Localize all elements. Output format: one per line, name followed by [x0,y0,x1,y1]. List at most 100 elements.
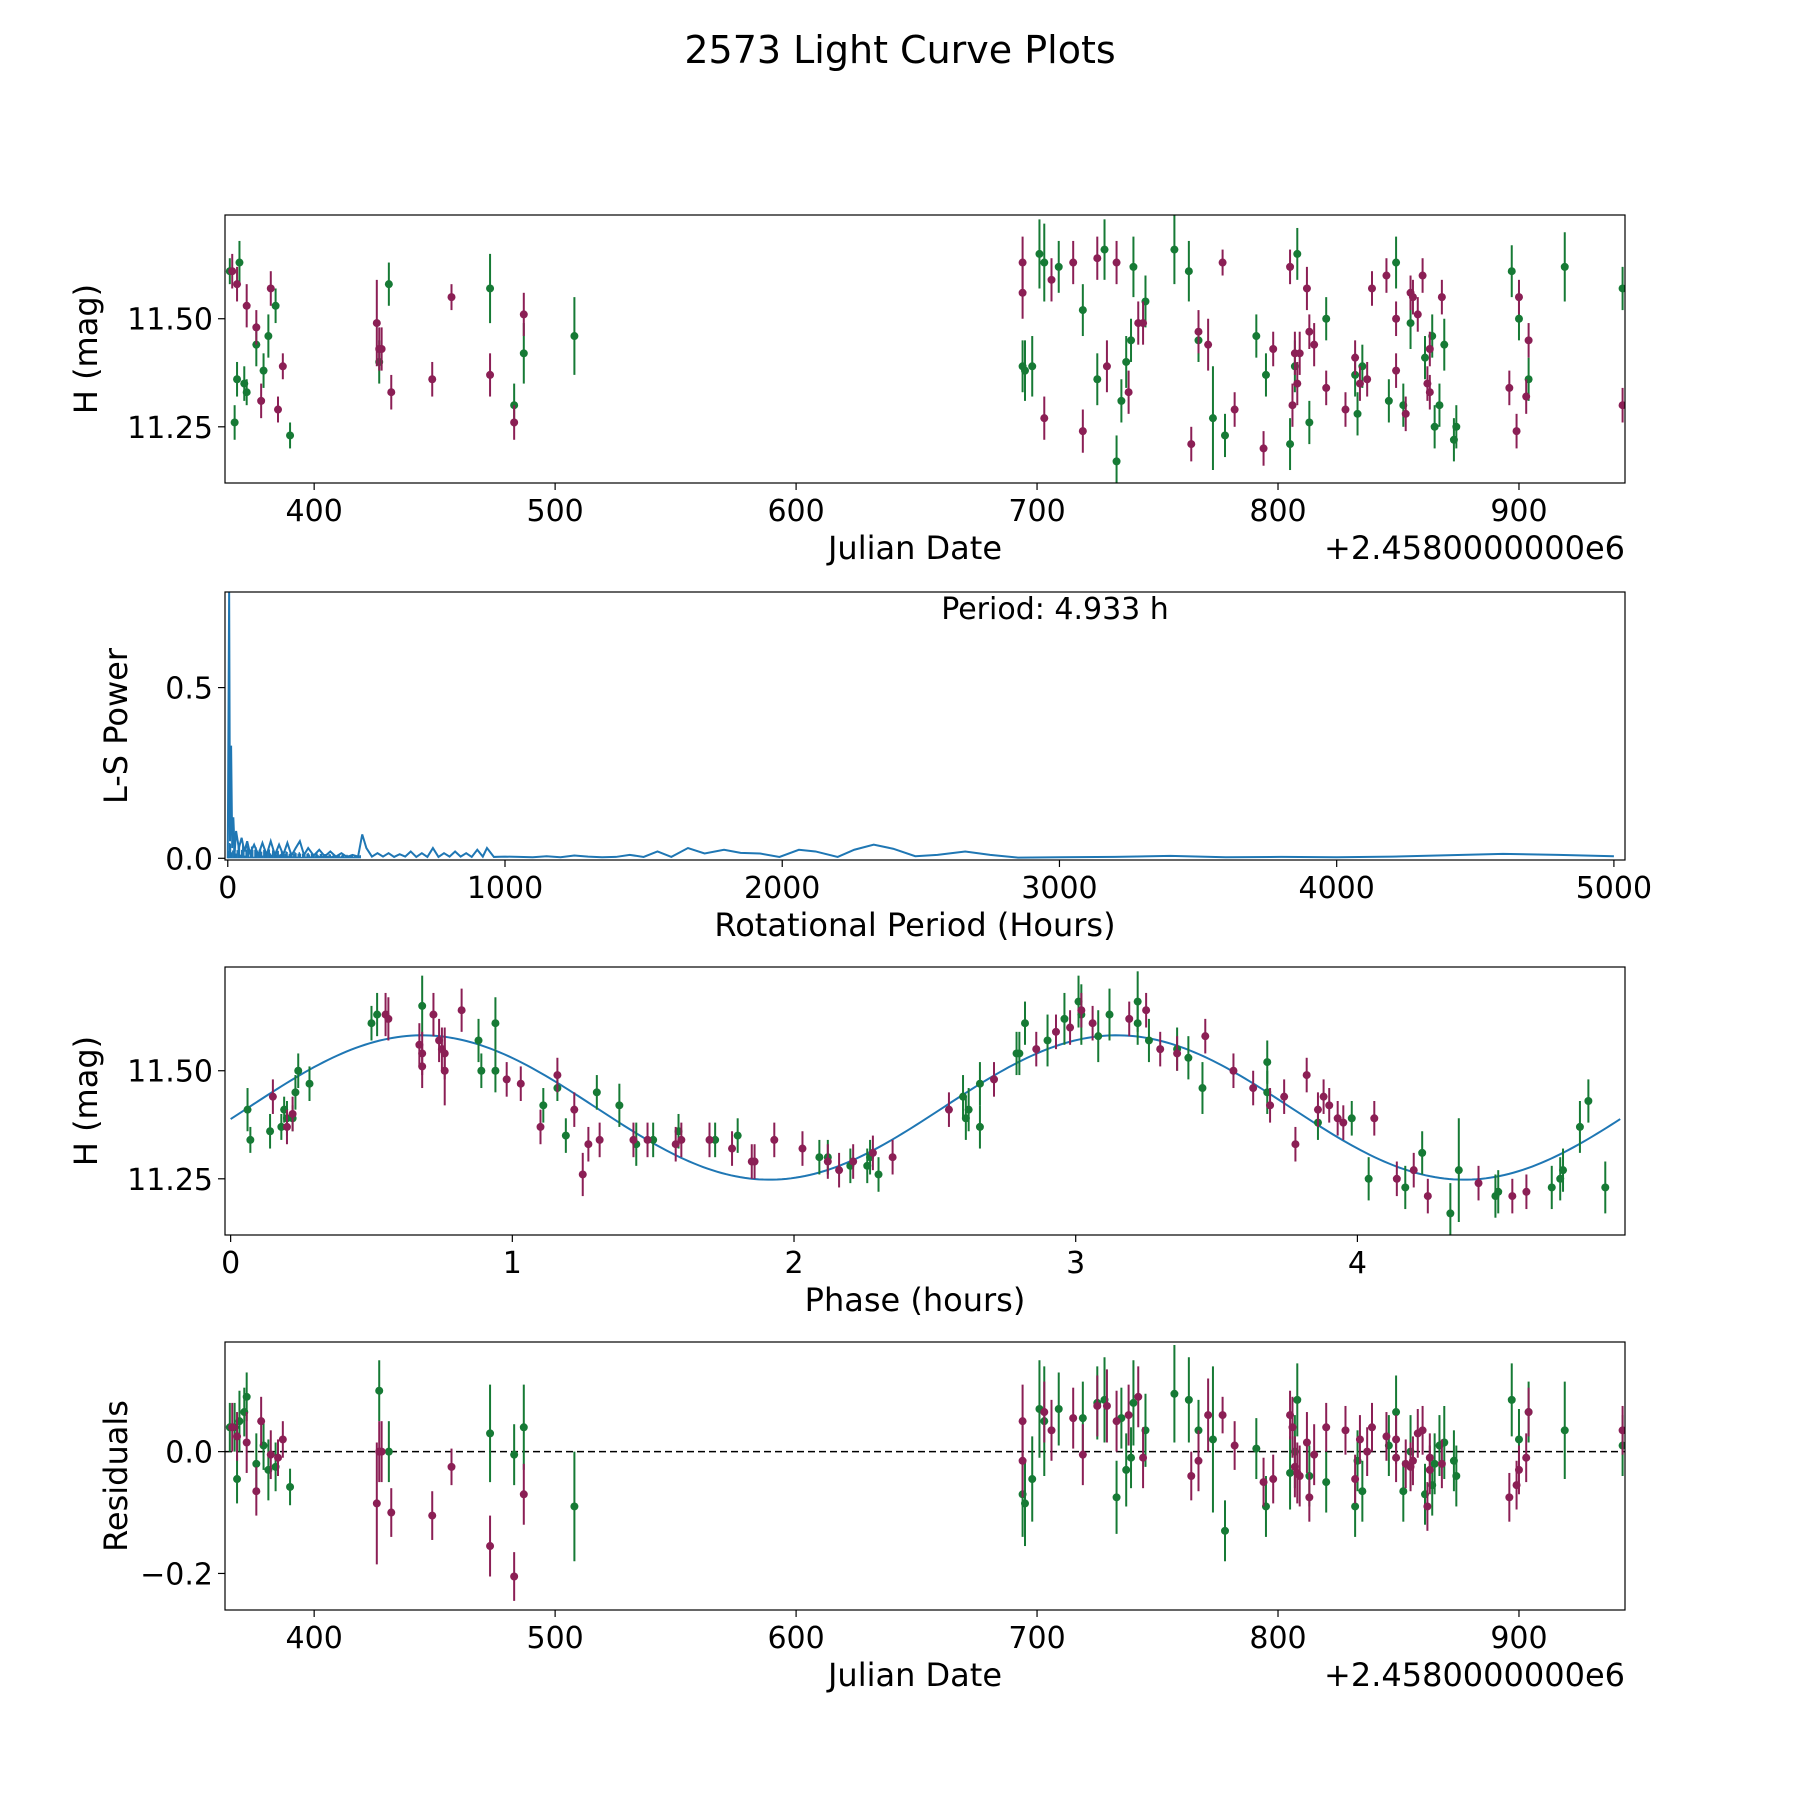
x-tick-label: 500 [526,1621,583,1656]
data-point [1339,1118,1348,1127]
plot-area [225,1345,1625,1601]
figure-title: 2573 Light Curve Plots [684,28,1116,72]
data-point [264,332,273,341]
power-spectrum-line [226,592,1614,859]
data-point [1358,1487,1367,1496]
plot-area [225,215,1625,483]
data-point [629,1135,638,1144]
data-point [1319,1092,1328,1101]
data-point [1418,1148,1427,1157]
data-point [387,1508,396,1517]
data-point [815,1153,824,1162]
x-tick-label: 3 [1066,1246,1085,1281]
x-tick-label: 700 [1008,1621,1065,1656]
data-point [1522,1453,1531,1462]
data-point [1601,1183,1610,1192]
data-point [491,1019,500,1028]
data-point [1524,336,1533,345]
y-tick-label: −0.2 [140,1557,213,1592]
data-point [1078,1450,1087,1459]
data-point [1507,1395,1516,1404]
data-point [447,293,456,302]
data-point [266,1127,275,1136]
data-point [1105,1010,1114,1019]
data-point [1035,249,1044,258]
x-tick-label: 1000 [467,871,543,906]
data-point [1295,1472,1304,1480]
data-point [233,1475,242,1484]
data-point [1266,1101,1275,1110]
data-point [1117,396,1126,405]
data-point [1184,1053,1193,1062]
data-point [561,1131,570,1140]
data-point [1413,310,1422,319]
data-point [823,1157,832,1166]
data-point [1280,1092,1289,1101]
x-tick-label: 500 [526,494,583,529]
data-point [1139,1453,1148,1462]
data-point [367,1019,376,1028]
data-point [874,1170,883,1179]
x-tick-label: 5000 [1576,871,1652,906]
data-point [235,258,244,267]
data-point [1524,1408,1533,1417]
data-point [595,1135,604,1144]
data-point [1305,327,1314,336]
data-point [1392,366,1401,375]
data-point [1100,245,1109,254]
data-point [1021,366,1029,375]
data-point [1051,1027,1060,1036]
data-point [1293,1395,1302,1404]
data-point [1305,418,1314,427]
data-point [539,1101,548,1110]
data-point [1127,336,1136,345]
data-point [278,1435,287,1444]
x-tick-label: 800 [1249,494,1306,529]
data-point [1364,1174,1373,1183]
y-tick-label: 11.50 [127,303,213,338]
axes-frame [224,214,1626,484]
data-point [252,323,261,332]
plot-area [226,592,1614,859]
data-point [1322,314,1331,323]
data-point [1423,1502,1432,1511]
data-point [1418,271,1427,280]
data-point [294,1066,303,1075]
x-tick-label: 900 [1490,494,1547,529]
data-point [1173,1049,1182,1058]
series-green [225,1345,1625,1562]
data-point [305,1079,314,1088]
data-point [519,349,528,358]
data-point [1522,392,1531,401]
data-point [1302,1438,1311,1447]
axes-frame [224,1341,1626,1611]
data-point [677,1135,686,1144]
data-point [1618,1426,1625,1435]
data-point [418,1001,427,1010]
data-point [510,1450,519,1459]
data-point [1204,1411,1213,1420]
data-point [1384,396,1393,405]
data-point [519,1423,528,1432]
data-point [1514,1465,1523,1474]
data-point [1015,1049,1024,1058]
data-point [1269,345,1278,353]
data-point [1187,1472,1196,1480]
x-tick-label: 0 [221,1246,240,1281]
data-point [1288,401,1297,410]
x-tick-label: 0 [218,871,237,906]
data-point [1134,1392,1143,1401]
data-point [1302,1071,1311,1080]
x-axis-label: Julian Date [826,1656,1002,1694]
data-point [277,1122,286,1131]
data-point [1333,1114,1342,1123]
data-point [1208,414,1217,423]
data-point [1392,1435,1401,1444]
data-point [246,1135,255,1144]
data-point [1069,258,1078,267]
x-axis-label: Rotational Period (Hours) [714,906,1115,944]
data-point [1187,440,1196,449]
data-point [1559,1166,1568,1175]
data-point [1286,262,1295,271]
data-point [1129,1398,1138,1407]
